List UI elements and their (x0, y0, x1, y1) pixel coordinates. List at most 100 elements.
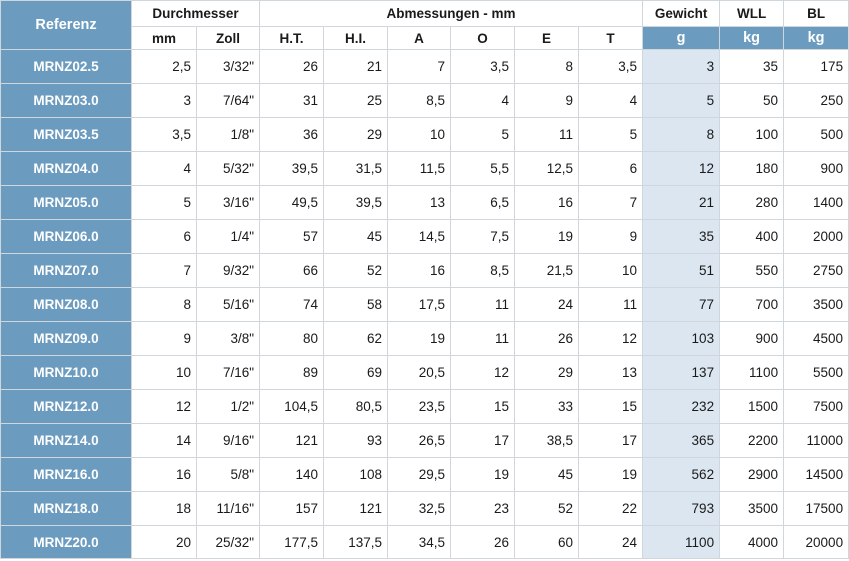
cell-hi: 39,5 (323, 185, 389, 220)
cell-wll: 550 (719, 253, 785, 288)
cell-e: 12,5 (514, 151, 580, 186)
header-mm: mm (131, 26, 197, 50)
cell-mm: 10 (131, 355, 197, 390)
header-zoll: Zoll (195, 26, 261, 50)
cell-e: 33 (514, 389, 580, 424)
cell-t: 15 (578, 389, 644, 424)
cell-bl: 11000 (783, 423, 849, 458)
cell-wll: 100 (719, 117, 785, 152)
cell-o: 26 (450, 525, 516, 559)
header-gewicht: Gewicht (642, 0, 721, 27)
table-header: Referenz Durchmesser Abmessungen - mm Ge… (0, 0, 849, 50)
cell-mm: 5 (131, 185, 197, 220)
header-referenz: Referenz (0, 0, 132, 50)
cell-a: 29,5 (387, 457, 452, 492)
cell-bl: 4500 (783, 321, 849, 356)
header-bl: BL (783, 0, 849, 27)
cell-bl: 2000 (783, 219, 849, 254)
cell-ht: 36 (259, 117, 325, 152)
cell-referenz: MRNZ02.5 (0, 49, 132, 84)
cell-bl: 20000 (783, 525, 849, 559)
table-body: MRNZ02.5 2,5 3/32" 26 21 7 3,5 8 3,5 3 35 175 MRNZ03… (0, 49, 849, 559)
cell-o: 11 (450, 287, 516, 322)
cell-o: 6,5 (450, 185, 516, 220)
cell-gewicht: 77 (642, 287, 721, 322)
table-row: MRNZ16.0 16 5/8" 140 108 29,5 19 45 19 562 2900 145… (0, 457, 849, 492)
cell-e: 60 (514, 525, 580, 559)
cell-hi: 137,5 (323, 525, 389, 559)
cell-a: 10 (387, 117, 452, 152)
cell-referenz: MRNZ05.0 (0, 185, 132, 220)
cell-e: 9 (514, 83, 580, 118)
header-hi: H.I. (323, 26, 389, 50)
cell-referenz: MRNZ20.0 (0, 525, 132, 559)
cell-wll: 1500 (719, 389, 785, 424)
table-row: MRNZ02.5 2,5 3/32" 26 21 7 3,5 8 3,5 3 35 175 (0, 49, 849, 84)
cell-referenz: MRNZ12.0 (0, 389, 132, 424)
cell-zoll: 3/8" (195, 321, 261, 356)
cell-ht: 104,5 (259, 389, 325, 424)
cell-a: 13 (387, 185, 452, 220)
cell-mm: 20 (131, 525, 197, 559)
cell-referenz: MRNZ16.0 (0, 457, 132, 492)
cell-hi: 45 (323, 219, 389, 254)
cell-zoll: 9/16" (195, 423, 261, 458)
cell-o: 5,5 (450, 151, 516, 186)
cell-wll: 180 (719, 151, 785, 186)
cell-wll: 3500 (719, 491, 785, 526)
header-o: O (450, 26, 516, 50)
cell-ht: 66 (259, 253, 325, 288)
table-row: MRNZ20.0 20 25/32" 177,5 137,5 34,5 26 60 24 1100… (0, 525, 849, 559)
cell-o: 15 (450, 389, 516, 424)
cell-zoll: 1/4" (195, 219, 261, 254)
table-row: MRNZ07.0 7 9/32" 66 52 16 8,5 21,5 10 51 550 2750 (0, 253, 849, 288)
cell-wll: 50 (719, 83, 785, 118)
cell-a: 17,5 (387, 287, 452, 322)
cell-mm: 2,5 (131, 49, 197, 84)
cell-a: 23,5 (387, 389, 452, 424)
cell-hi: 58 (323, 287, 389, 322)
cell-zoll: 5/16" (195, 287, 261, 322)
table-row: MRNZ10.0 10 7/16" 89 69 20,5 12 29 13 137 1100 5500 (0, 355, 849, 390)
cell-hi: 25 (323, 83, 389, 118)
cell-ht: 57 (259, 219, 325, 254)
cell-e: 26 (514, 321, 580, 356)
cell-mm: 9 (131, 321, 197, 356)
cell-a: 16 (387, 253, 452, 288)
cell-bl: 5500 (783, 355, 849, 390)
cell-mm: 14 (131, 423, 197, 458)
cell-a: 32,5 (387, 491, 452, 526)
cell-gewicht: 1100 (642, 525, 721, 559)
cell-wll: 35 (719, 49, 785, 84)
cell-hi: 80,5 (323, 389, 389, 424)
cell-ht: 31 (259, 83, 325, 118)
header-g-unit: g (642, 26, 721, 50)
cell-o: 3,5 (450, 49, 516, 84)
cell-e: 29 (514, 355, 580, 390)
cell-a: 11,5 (387, 151, 452, 186)
cell-e: 19 (514, 219, 580, 254)
header-abmessungen: Abmessungen - mm (259, 0, 644, 27)
header-bl-unit: kg (783, 26, 849, 50)
cell-wll: 900 (719, 321, 785, 356)
cell-hi: 62 (323, 321, 389, 356)
table-row: MRNZ14.0 14 9/16" 121 93 26,5 17 38,5 17 365 2200 1… (0, 423, 849, 458)
cell-zoll: 25/32" (195, 525, 261, 559)
cell-gewicht: 3 (642, 49, 721, 84)
cell-mm: 6 (131, 219, 197, 254)
table-row: MRNZ18.0 18 11/16" 157 121 32,5 23 52 22 793 3500 1… (0, 491, 849, 526)
cell-t: 24 (578, 525, 644, 559)
cell-referenz: MRNZ10.0 (0, 355, 132, 390)
cell-t: 4 (578, 83, 644, 118)
cell-ht: 49,5 (259, 185, 325, 220)
cell-wll: 700 (719, 287, 785, 322)
cell-ht: 157 (259, 491, 325, 526)
table-row: MRNZ08.0 8 5/16" 74 58 17,5 11 24 11 77 700 3500 (0, 287, 849, 322)
cell-gewicht: 562 (642, 457, 721, 492)
table-row: MRNZ04.0 4 5/32" 39,5 31,5 11,5 5,5 12,5 6 12 180 9… (0, 151, 849, 186)
cell-o: 8,5 (450, 253, 516, 288)
cell-gewicht: 12 (642, 151, 721, 186)
cell-hi: 52 (323, 253, 389, 288)
cell-t: 10 (578, 253, 644, 288)
